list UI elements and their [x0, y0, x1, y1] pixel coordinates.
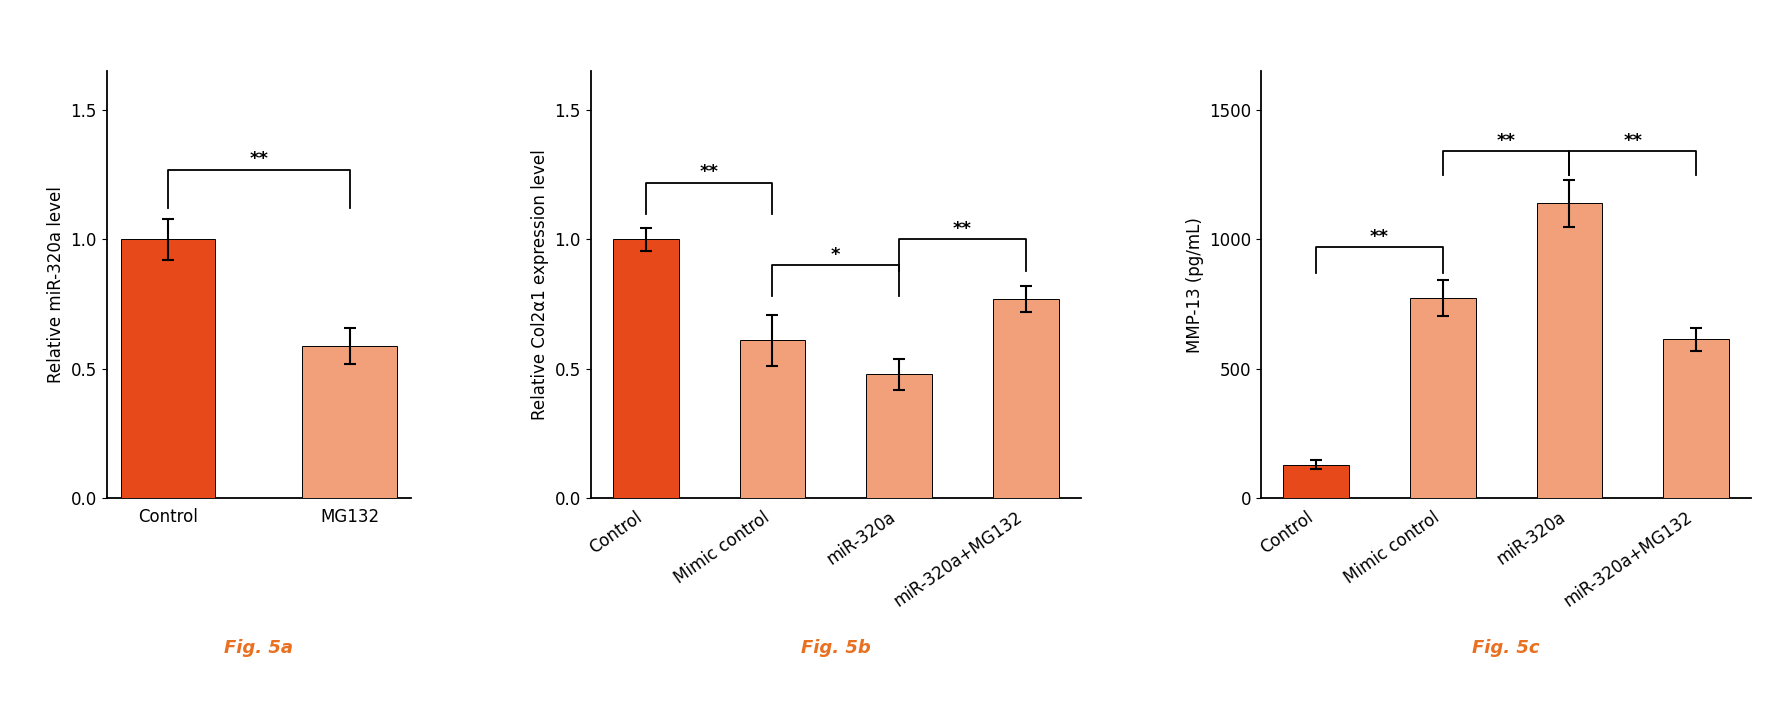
Bar	[992, 299, 1058, 498]
Bar	[1662, 339, 1728, 498]
Bar	[613, 239, 679, 498]
Bar	[740, 340, 805, 498]
Bar	[1536, 203, 1602, 498]
Bar	[121, 239, 215, 498]
Text: **: **	[701, 163, 718, 181]
Text: Fig. 5a: Fig. 5a	[224, 639, 293, 657]
Bar	[1410, 298, 1476, 498]
Y-axis label: Relative miR-320a level: Relative miR-320a level	[46, 187, 66, 383]
Bar	[302, 345, 396, 498]
Text: **: **	[1497, 132, 1515, 150]
Y-axis label: Relative Col2α1 expression level: Relative Col2α1 expression level	[532, 150, 549, 420]
Bar	[866, 374, 932, 498]
Text: Fig. 5c: Fig. 5c	[1472, 639, 1540, 657]
Text: **: **	[1623, 132, 1643, 150]
Text: **: **	[249, 150, 268, 167]
Text: Fig. 5b: Fig. 5b	[800, 639, 871, 657]
Text: **: **	[1371, 228, 1389, 246]
Text: *: *	[830, 246, 841, 264]
Text: **: **	[953, 220, 973, 238]
Y-axis label: MMP-13 (pg/mL): MMP-13 (pg/mL)	[1186, 217, 1204, 352]
Bar	[1284, 465, 1350, 498]
